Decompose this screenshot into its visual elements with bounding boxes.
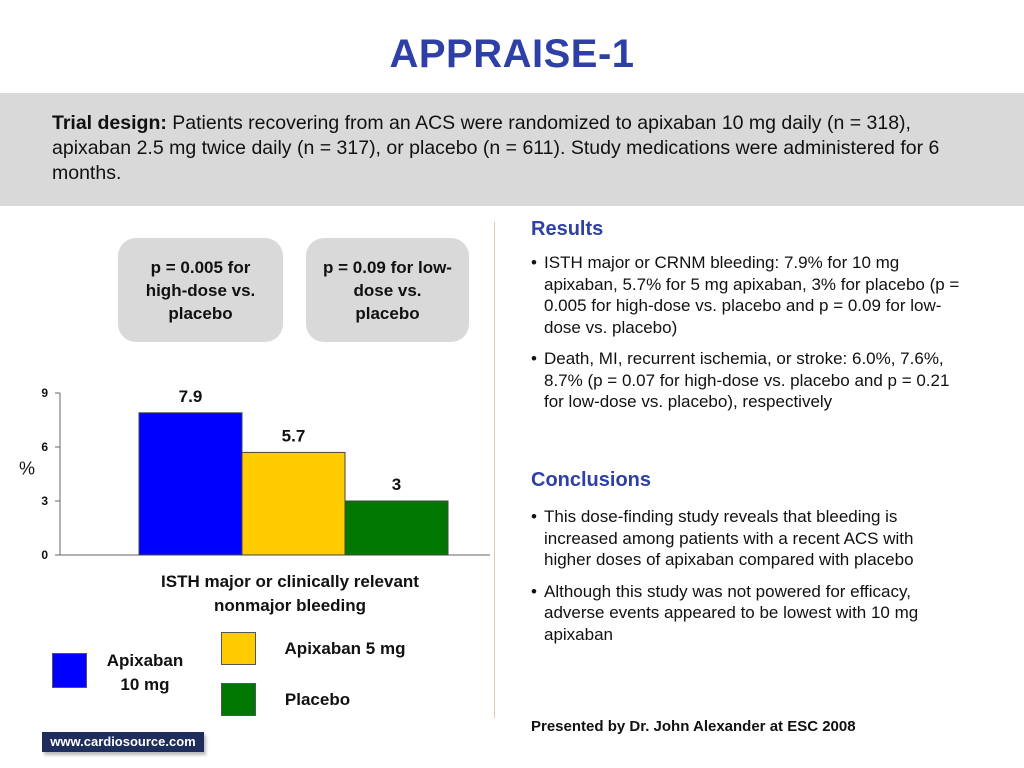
trial-design-body: Patients recovering from an ACS were ran… (52, 112, 940, 184)
y-tick-label: 9 (41, 386, 48, 400)
trial-design-band (0, 93, 1024, 206)
pvalue-box-high-dose: p = 0.005 for high-dose vs. placebo (118, 238, 283, 342)
legend-label-10mg: Apixaban 10 mg (106, 651, 184, 694)
results-heading: Results (531, 218, 604, 240)
results-bullet-death-mi: Death, MI, recurrent ischemia, or stroke… (531, 348, 961, 413)
results-bullet-bleeding: ISTH major or CRNM bleeding: 7.9% for 10… (531, 252, 961, 338)
bar-value-label: 7.9 (179, 387, 203, 406)
legend-swatch-5mg (221, 632, 256, 665)
column-divider (494, 222, 495, 718)
presented-by: Presented by Dr. John Alexander at ESC 2… (531, 718, 856, 735)
pvalue-high-dose-text: p = 0.005 for high-dose vs. placebo (145, 257, 256, 323)
trial-design-text: Trial design: Patients recovering from a… (52, 111, 972, 186)
cardiosource-logo: www.cardiosource.com (42, 732, 204, 752)
conclusions-list: This dose-finding study reveals that ble… (531, 506, 961, 655)
legend-label-5mg: Apixaban 5 mg (284, 639, 406, 658)
y-tick-label: 3 (41, 494, 48, 508)
trial-design-label: Trial design: (52, 112, 167, 134)
legend-label-placebo: Placebo (284, 690, 351, 709)
bar-0 (138, 412, 243, 556)
y-tick-label: 0 (41, 548, 48, 562)
y-tick-label: 6 (41, 440, 48, 454)
x-category-label: ISTH major or clinically relevant nonmaj… (161, 572, 419, 615)
conclusions-heading: Conclusions (531, 469, 652, 491)
results-list: ISTH major or CRNM bleeding: 7.9% for 10… (531, 252, 961, 423)
y-axis-label: % (19, 459, 35, 479)
bar-value-label: 5.7 (282, 426, 306, 445)
page-title: APPRAISE-1 (389, 32, 635, 76)
bar-1 (241, 451, 346, 556)
conclusions-bullet-efficacy: Although this study was not powered for … (531, 581, 961, 646)
pvalue-low-dose-text: p = 0.09 for low-dose vs. placebo (323, 257, 452, 323)
legend-swatch-placebo (221, 683, 256, 716)
bar-chart: 0 3 6 9% 7.9 5.7 3 (19, 386, 490, 562)
legend-swatch-10mg (52, 653, 87, 688)
bar-value-label: 3 (392, 475, 401, 494)
conclusions-bullet-bleeding: This dose-finding study reveals that ble… (531, 506, 961, 571)
bar-2 (344, 500, 449, 556)
pvalue-box-low-dose: p = 0.09 for low-dose vs. placebo (306, 238, 469, 342)
